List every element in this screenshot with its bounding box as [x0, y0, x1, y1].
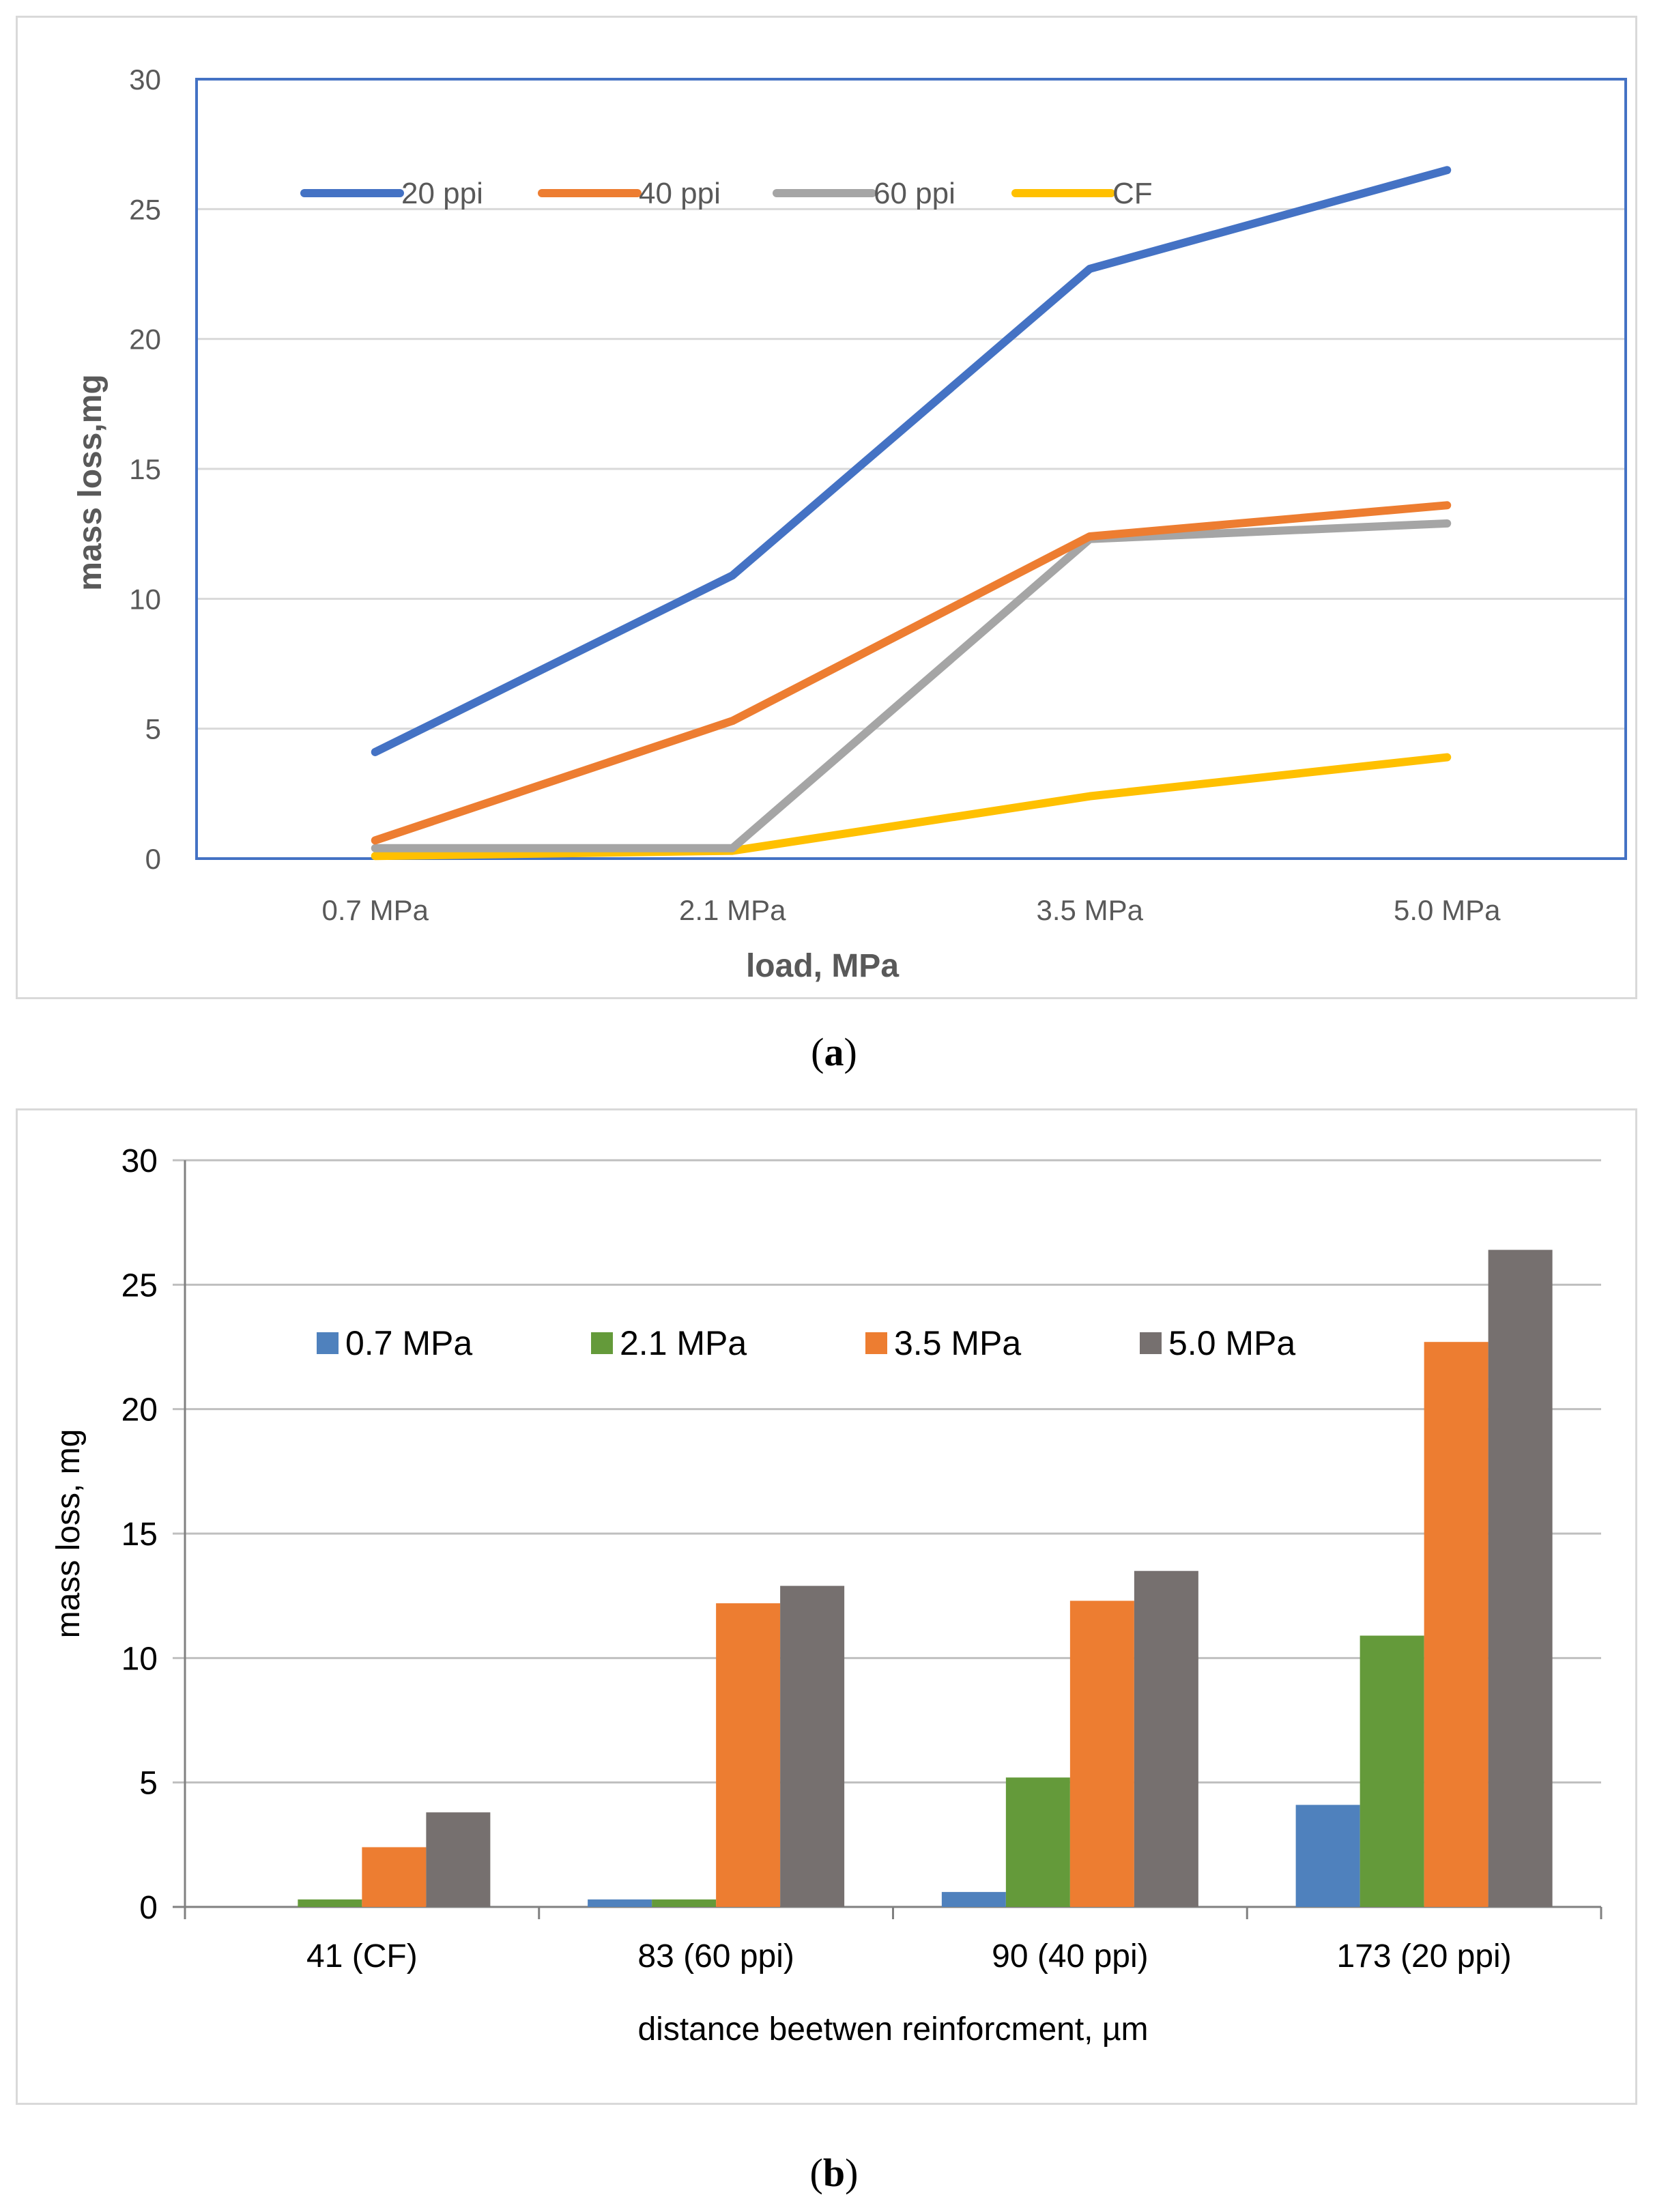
- bar-83-60-ppi-5-0-mpa: [780, 1585, 845, 1907]
- y-tick-label: 0: [139, 1890, 158, 1926]
- y-tick-label: 20: [121, 1392, 158, 1428]
- bar-83-60-ppi-3-5-mpa: [716, 1603, 781, 1907]
- legend-swatch-0-7-mpa: [317, 1332, 339, 1354]
- chart-b-panel: 0 5 10 15 20 25 30 41 (CF) 83 (60 ppi) 90 (40 ppi…: [16, 1108, 1637, 2105]
- bar-41-cf-2-1-mpa: [298, 1899, 362, 1907]
- x-axis-title: load, MPa: [746, 948, 899, 984]
- bar-173-20-ppi-5-0-mpa: [1488, 1250, 1553, 1907]
- bar-41-cf-3-5-mpa: [362, 1847, 427, 1907]
- caption-b-letter: b: [822, 2151, 846, 2195]
- y-tick-label: 30: [129, 63, 161, 96]
- y-tick-label: 20: [129, 324, 161, 356]
- y-tick-label: 15: [129, 453, 161, 485]
- bar-90-40-ppi-3-5-mpa: [1069, 1600, 1134, 1907]
- y-tick-label: 0: [145, 843, 161, 875]
- series-line-60-ppi: [371, 519, 1452, 852]
- y-tick-label: 25: [129, 193, 161, 225]
- series-line-40-ppi: [371, 501, 1452, 845]
- series-line-cf: [371, 753, 1452, 861]
- y-tick-label: 5: [145, 713, 161, 745]
- plot-area-border: [195, 78, 1627, 860]
- legend-label-2-1-mpa: 2.1 MPa: [620, 1324, 747, 1362]
- bar-90-40-ppi-5-0-mpa: [1134, 1570, 1198, 1907]
- caption-a: (a): [811, 1030, 857, 1074]
- y-tick-label: 25: [121, 1267, 158, 1304]
- chart-a-svg: 0 5 10 15 20 25 30 0.7 MPa 2.1 MPa 3.5 MPa 5.0 MPa…: [72, 63, 1627, 984]
- y-tick-label: 30: [121, 1143, 158, 1179]
- x-tick-label-2-1-mpa: 2.1 MPa: [679, 894, 786, 926]
- caption-a-letter: a: [824, 1030, 844, 1074]
- legend-label-60-ppi: 60 ppi: [874, 177, 955, 210]
- legend-swatch-2-1-mpa: [591, 1332, 613, 1354]
- bar-41-cf-5-0-mpa: [426, 1812, 491, 1907]
- y-axis-title: mass loss, mg: [51, 1429, 87, 1639]
- legend-swatch-5-0-mpa: [1140, 1332, 1162, 1354]
- x-tick-label-90-40-ppi: 90 (40 ppi): [992, 1938, 1148, 1974]
- bar-83-60-ppi-2-1-mpa: [652, 1899, 717, 1907]
- y-tick-label: 10: [129, 583, 161, 615]
- y-tick-label: 10: [121, 1641, 158, 1677]
- caption-b: (b): [809, 2151, 859, 2195]
- y-axis-title: mass loss,mg: [72, 374, 109, 590]
- series-line-20-ppi: [371, 166, 1452, 756]
- chart-a-panel: 0 5 10 15 20 25 30 0.7 MPa 2.1 MPa 3.5 MPa 5.0 MPa…: [16, 16, 1637, 999]
- legend-label-40-ppi: 40 ppi: [639, 177, 721, 210]
- x-axis-title: distance beetwen reinforcment, µm: [637, 2011, 1148, 2048]
- chart-b-svg: 0 5 10 15 20 25 30 41 (CF) 83 (60 ppi) 90 (40 ppi…: [51, 1143, 1602, 2048]
- legend-label-5-0-mpa: 5.0 MPa: [1168, 1324, 1295, 1362]
- y-tick-label: 15: [121, 1517, 158, 1553]
- x-tick-label-83-60-ppi: 83 (60 ppi): [637, 1938, 794, 1974]
- bar-173-20-ppi-0-7-mpa: [1295, 1805, 1360, 1907]
- legend-label-cf: CF: [1112, 177, 1153, 210]
- x-tick-label-173-20-ppi: 173 (20 ppi): [1337, 1938, 1512, 1974]
- y-tick-label: 5: [139, 1766, 158, 1802]
- x-tick-label-41-cf: 41 (CF): [306, 1938, 418, 1974]
- legend-label-3-5-mpa: 3.5 MPa: [894, 1324, 1021, 1362]
- x-tick-label-0-7-mpa: 0.7 MPa: [322, 894, 429, 926]
- bar-90-40-ppi-0-7-mpa: [941, 1892, 1006, 1907]
- legend-swatch-3-5-mpa: [865, 1332, 887, 1354]
- legend-label-20-ppi: 20 ppi: [401, 177, 483, 210]
- legend-label-0-7-mpa: 0.7 MPa: [345, 1324, 472, 1362]
- x-tick-label-5-0-mpa: 5.0 MPa: [1394, 894, 1501, 926]
- bar-83-60-ppi-0-7-mpa: [588, 1899, 652, 1907]
- bar-90-40-ppi-2-1-mpa: [1005, 1777, 1070, 1907]
- bar-173-20-ppi-3-5-mpa: [1424, 1342, 1489, 1907]
- x-tick-label-3-5-mpa: 3.5 MPa: [1037, 894, 1144, 926]
- bar-173-20-ppi-2-1-mpa: [1360, 1635, 1424, 1907]
